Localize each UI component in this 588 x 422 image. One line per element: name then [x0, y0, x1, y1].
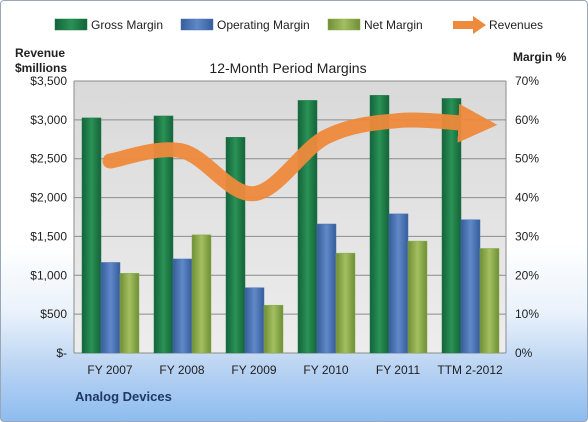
- left-axis-label-line-1: Revenue: [15, 46, 65, 60]
- legend-swatch: [327, 18, 361, 31]
- legend-swatch-arrow: [473, 16, 486, 34]
- right-tick-label: 60%: [515, 113, 539, 127]
- bar-net-margin: [335, 252, 356, 354]
- right-axis-ticks: 0% 10% 20% 30% 40% 50% 60% 70%: [515, 74, 539, 360]
- x-tick-label: FY 2008: [159, 363, 204, 377]
- bar-gross-margin: [441, 98, 462, 354]
- legend-label: Operating Margin: [217, 18, 310, 32]
- legend-swatch: [54, 18, 88, 31]
- right-tick-label: 10%: [515, 307, 539, 321]
- left-tick-label: $2,500: [30, 152, 67, 166]
- right-tick-label: 50%: [515, 152, 539, 166]
- bar-net-margin: [119, 273, 140, 354]
- legend-label: Net Margin: [364, 18, 423, 32]
- bar-net-margin: [191, 234, 212, 354]
- legend: Gross Margin Operating Margin Net Margin Re…: [54, 16, 543, 34]
- bar-gross-margin: [153, 115, 174, 354]
- left-tick-label: $3,000: [30, 113, 67, 127]
- bar-operating-margin: [100, 262, 121, 354]
- right-axis-label: Margin %: [513, 50, 567, 64]
- left-tick-label: $2,000: [30, 191, 67, 205]
- bar-net-margin: [479, 248, 500, 354]
- right-tick-label: 0%: [515, 346, 533, 360]
- left-tick-label: $1,500: [30, 229, 67, 243]
- bar-gross-margin: [369, 95, 390, 354]
- right-tick-label: 70%: [515, 74, 539, 88]
- bar-gross-margin: [81, 117, 102, 354]
- bars: [81, 95, 500, 354]
- right-tick-label: 20%: [515, 268, 539, 282]
- left-tick-label: $3,500: [30, 74, 67, 88]
- right-tick-label: 30%: [515, 229, 539, 243]
- left-tick-label: $500: [40, 307, 67, 321]
- bar-operating-margin: [460, 219, 481, 354]
- left-tick-label: $1,000: [30, 268, 67, 282]
- revenue-line: [102, 103, 498, 202]
- legend-swatch: [180, 18, 214, 31]
- legend-label: Gross Margin: [91, 18, 163, 32]
- bar-operating-margin: [388, 213, 409, 354]
- chart-title: 12-Month Period Margins: [209, 60, 366, 76]
- left-axis-label-line-2: $millions: [15, 61, 67, 75]
- bar-operating-margin: [172, 258, 193, 354]
- bar-operating-margin: [316, 223, 337, 354]
- bar-gross-margin: [225, 137, 246, 354]
- x-tick-label: FY 2010: [303, 363, 348, 377]
- x-tick-label: TTM 2-2012: [437, 363, 503, 377]
- bar-operating-margin: [244, 287, 265, 354]
- x-tick-label: FY 2009: [231, 363, 276, 377]
- company-name: Analog Devices: [75, 389, 172, 404]
- x-tick-label: FY 2011: [376, 363, 421, 377]
- legend-label: Revenues: [489, 18, 543, 32]
- right-tick-label: 40%: [515, 191, 539, 205]
- left-axis-ticks: $- $500 $1,000 $1,500 $2,000 $2,500 $3,000 $3,5…: [30, 74, 67, 360]
- x-axis-ticks: FY 2007 FY 2008 FY 2009 FY 2010 FY 2011 TTM 2…: [87, 363, 503, 377]
- left-tick-label: $-: [56, 346, 67, 360]
- x-tick-label: FY 2007: [87, 363, 132, 377]
- bar-net-margin: [407, 240, 428, 354]
- bar-net-margin: [263, 304, 284, 354]
